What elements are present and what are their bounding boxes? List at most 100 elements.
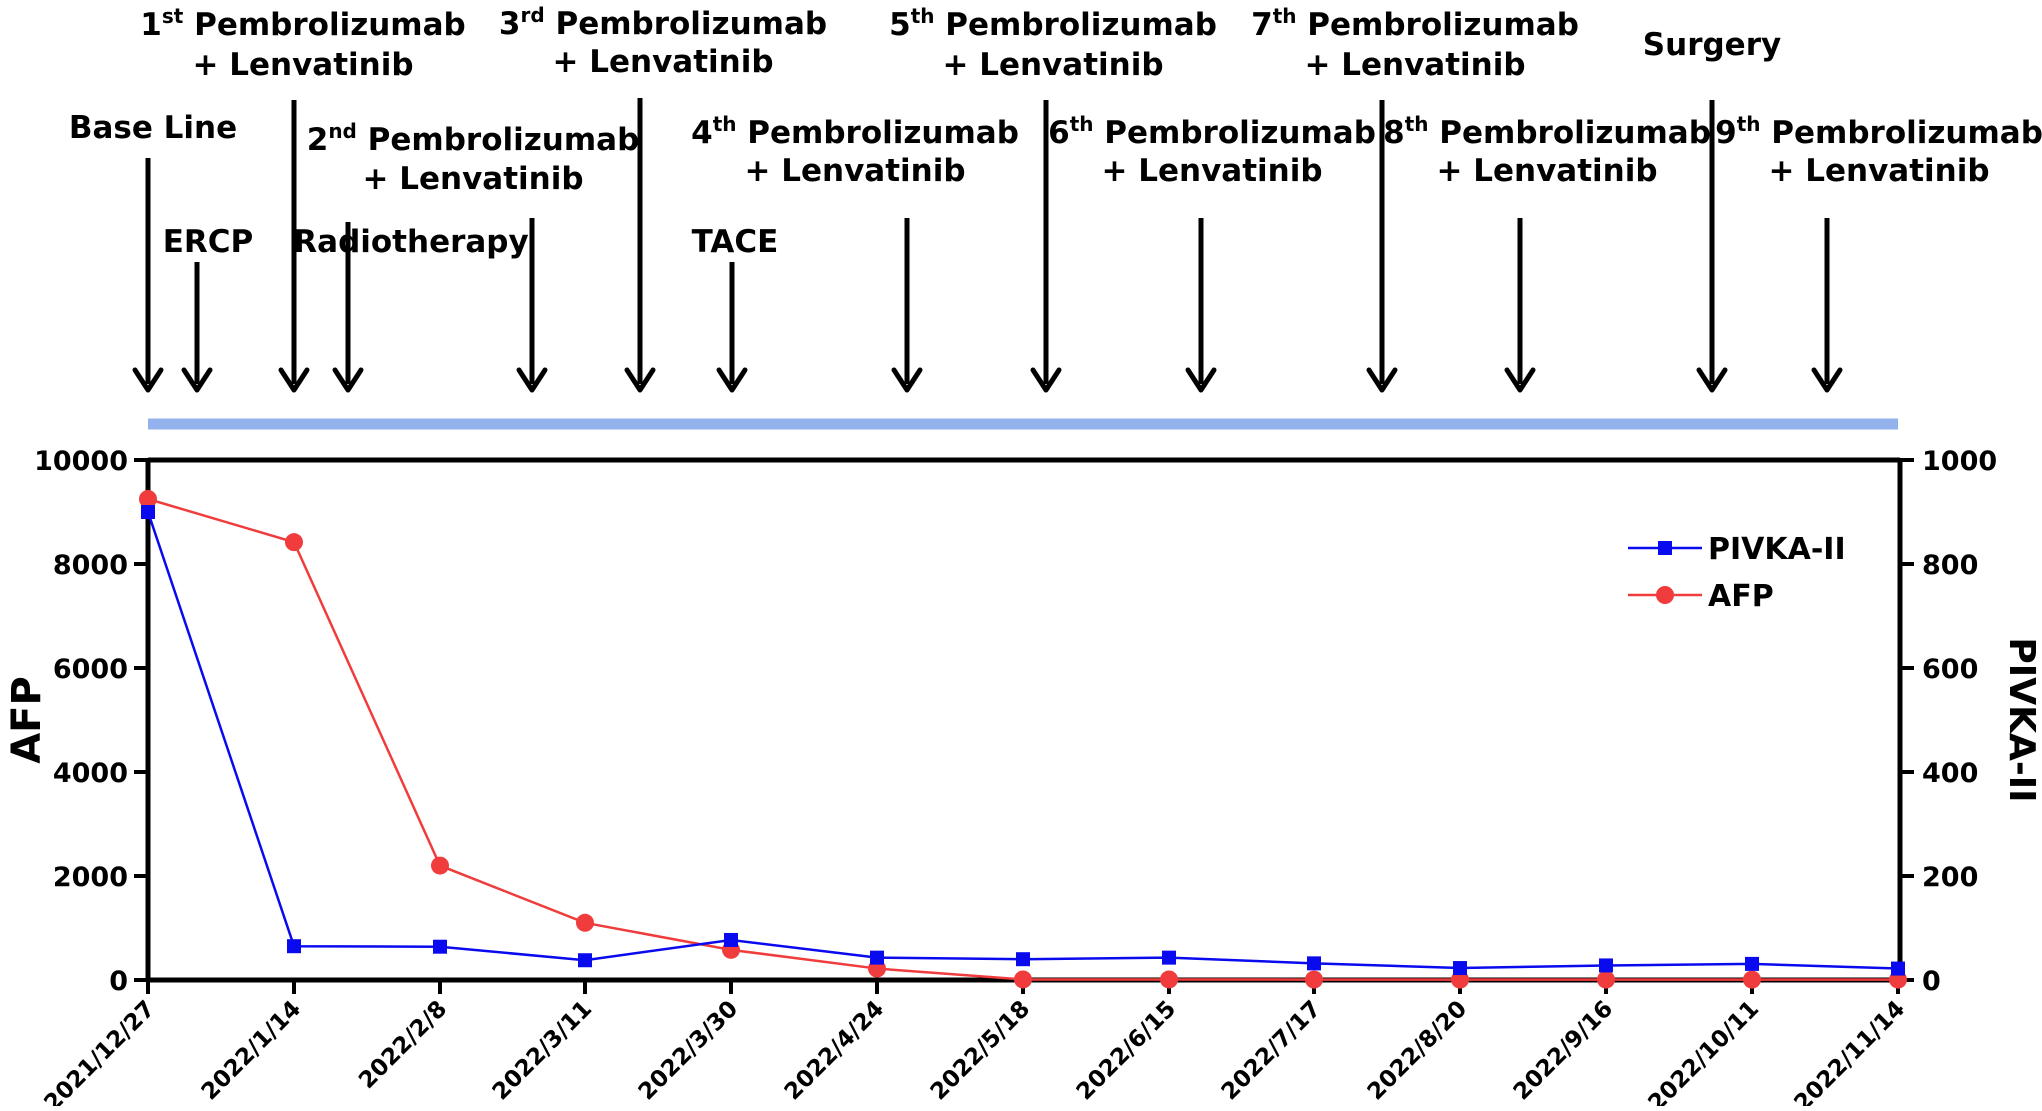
timeline-event-12: 8th Pembrolizumab+ Lenvatinib: [1383, 112, 1711, 390]
x-tick-label: 2022/5/18: [926, 996, 1035, 1105]
left-tick-label: 4000: [53, 758, 128, 789]
x-tick-label: 2022/4/24: [780, 996, 889, 1105]
event-label-second-line: + Lenvatinib: [1436, 153, 1657, 189]
event-label-second-line: + Lenvatinib: [942, 47, 1163, 83]
right-axis-title: PIVKA-II: [2001, 637, 2042, 802]
x-tick-label: 2022/1/14: [197, 996, 306, 1105]
event-label: Radiotherapy: [293, 224, 528, 260]
pivka-point: [1891, 962, 1905, 976]
x-tick-label: 2022/7/17: [1217, 996, 1326, 1105]
event-label: ERCP: [163, 224, 254, 260]
x-tick-label: 2022/9/16: [1509, 996, 1618, 1105]
timeline-event-7: TACE: [692, 224, 779, 390]
event-label: 2nd Pembrolizumab: [307, 119, 640, 158]
afp-line: [148, 499, 1898, 980]
x-tick-label: 2022/11/14: [1789, 996, 1910, 1106]
legend-afp: AFP: [1628, 579, 1774, 614]
left-tick-label: 10000: [34, 446, 128, 477]
legend-pivka: PIVKA-II: [1628, 532, 1846, 567]
x-tick-label: 2022/3/30: [634, 996, 743, 1105]
event-label-second-line: + Lenvatinib: [744, 153, 965, 189]
chart-legend: PIVKA-II AFP: [1628, 532, 1846, 614]
afp-point: [576, 914, 594, 932]
chart-series: [139, 490, 1907, 989]
left-axis-title: AFP: [4, 676, 50, 764]
pivka-point: [287, 939, 301, 953]
x-tick-label: 2022/2/8: [354, 996, 452, 1094]
legend-square-marker: [1658, 541, 1672, 555]
pivka-point: [870, 951, 884, 965]
event-label-ordinal: th: [713, 112, 737, 136]
pivka-point: [1307, 956, 1321, 970]
pivka-point: [578, 953, 592, 967]
event-label-second-line: + Lenvatinib: [1304, 47, 1525, 83]
x-tick-label: 2021/12/27: [39, 996, 160, 1106]
event-label-number: 4: [691, 115, 713, 151]
event-label-ordinal: th: [1737, 112, 1761, 136]
event-label: 9th Pembrolizumab: [1715, 112, 2042, 151]
event-label-number: 6: [1048, 115, 1070, 151]
timeline-event-9: 5th Pembrolizumab + Lenvatinib: [889, 4, 1217, 390]
timeline-event-14: 9th Pembrolizumab+ Lenvatinib: [1715, 112, 2042, 390]
event-label-ordinal: th: [911, 4, 935, 28]
event-label-drug: Pembrolizumab: [737, 115, 1019, 151]
afp-point: [1305, 971, 1323, 989]
right-tick-label: 200: [1922, 862, 1978, 893]
pivka-point: [1016, 952, 1030, 966]
pivka-point: [724, 933, 738, 947]
event-label-ordinal: th: [1273, 4, 1297, 28]
event-label-second-line: + Lenvatinib: [552, 44, 773, 80]
event-label: 5th Pembrolizumab: [889, 4, 1217, 43]
event-label-ordinal: rd: [521, 3, 545, 27]
left-tick-label: 2000: [53, 862, 128, 893]
afp-point: [1597, 971, 1615, 989]
right-tick-label: 0: [1922, 966, 1941, 997]
pivka-point: [433, 940, 447, 954]
event-label: 1st Pembrolizumab: [140, 4, 465, 43]
event-label: Surgery: [1643, 27, 1781, 63]
event-label: 6th Pembrolizumab: [1048, 112, 1376, 151]
legend-label: PIVKA-II: [1708, 532, 1846, 567]
event-label-number: 7: [1251, 7, 1273, 43]
legend-label: AFP: [1708, 579, 1774, 614]
event-label: 7th Pembrolizumab: [1251, 4, 1579, 43]
pivka-point: [1453, 961, 1467, 975]
timeline-event-5: Radiotherapy: [293, 218, 545, 390]
left-tick-label: 0: [109, 966, 128, 997]
event-label: 4th Pembrolizumab: [691, 112, 1019, 151]
event-label-drug: Pembrolizumab: [1297, 7, 1579, 43]
event-label-ordinal: nd: [328, 119, 357, 143]
event-label-number: 8: [1383, 115, 1405, 151]
event-label-ordinal: st: [162, 4, 184, 28]
pivka-line: [148, 512, 1898, 969]
event-label-number: Base Line: [69, 110, 237, 146]
pivka-point: [1745, 957, 1759, 971]
afp-point: [1160, 970, 1178, 988]
left-tick-label: 8000: [53, 550, 128, 581]
event-label-number: 5: [889, 7, 911, 43]
x-tick-label: 2022/6/15: [1072, 996, 1181, 1105]
event-label-drug: Pembrolizumab: [545, 6, 827, 42]
event-label-number: 2: [307, 122, 329, 158]
x-tick-label: 2022/8/20: [1363, 996, 1472, 1105]
afp-point: [285, 533, 303, 551]
event-label-second-line: + Lenvatinib: [362, 161, 583, 197]
timeline-event-10: 6th Pembrolizumab+ Lenvatinib: [1048, 112, 1376, 390]
timeline-event-3: 1st Pembrolizumab+ Lenvatinib: [140, 4, 465, 390]
afp-point: [431, 857, 449, 875]
pivka-point: [1162, 951, 1176, 965]
event-label-drug: Pembrolizumab: [1429, 115, 1711, 151]
afp-point: [1014, 970, 1032, 988]
event-label-ordinal: th: [1070, 112, 1094, 136]
timeline-event-13: Surgery: [1643, 27, 1781, 390]
event-label-number: 1: [140, 7, 162, 43]
event-label-number: Radiotherapy: [293, 224, 528, 260]
right-tick-label: 800: [1922, 550, 1978, 581]
event-label-second-line: + Lenvatinib: [1768, 153, 1989, 189]
x-tick-label: 2022/10/11: [1643, 996, 1764, 1106]
legend-circle-marker: [1656, 586, 1674, 604]
event-label-number: 3: [499, 6, 521, 42]
event-label-drug: Pembrolizumab: [183, 7, 465, 43]
